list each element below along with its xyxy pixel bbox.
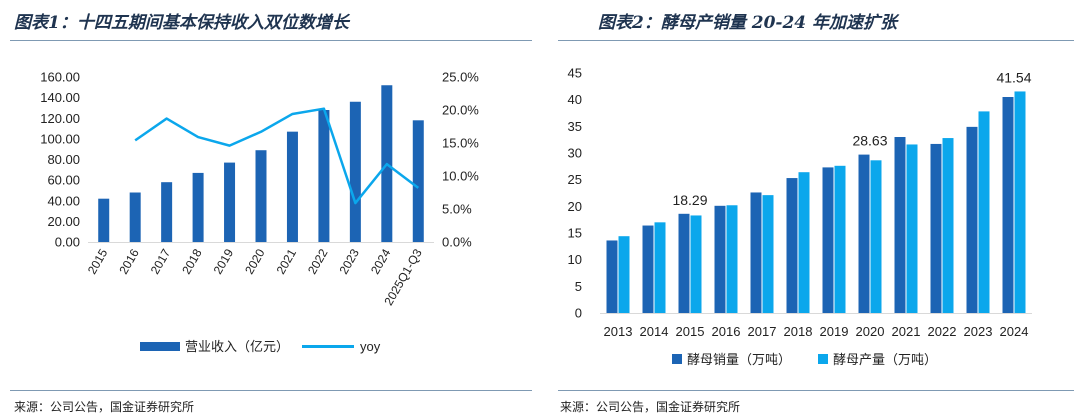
left-source-note: 来源：公司公告，国金证券研究所 [14,400,195,414]
revenue-bar [98,198,110,242]
revenue-bar [286,131,298,242]
right-y-tick-label: 0.0% [442,235,472,250]
left-y-tick-label: 0.00 [55,235,80,250]
data-label: 41.54 [996,69,1031,85]
revenue-bar [224,162,236,242]
production-bar [762,195,774,313]
y-tick-label: 20 [568,199,582,214]
production-bar [1014,91,1026,313]
revenue-bar [129,192,141,242]
data-label: 18.29 [672,192,707,208]
left-chart-title: 图表1：十四五期间基本保持收入双位数增长 [14,13,349,33]
legend-production-swatch [818,354,828,364]
legend-revenue-swatch [140,342,180,351]
y-tick-label: 0 [575,306,582,321]
sales-bar [714,205,726,313]
sales-bar [894,137,906,313]
legend-production-label: 酵母产量（万吨） [833,352,937,367]
right-y-tick-label: 5.0% [442,202,472,217]
legend-sales-label: 酵母销量（万吨） [687,352,791,367]
revenue-bar [255,150,267,242]
production-bar [690,215,702,313]
x-tick-label: 2018 [784,324,813,339]
production-bar [798,172,810,313]
y-tick-label: 40 [568,92,582,107]
left-source-rule [10,390,532,391]
x-tick-label: 2015 [676,324,705,339]
production-bar [978,111,990,314]
sales-bar [786,178,798,313]
data-label: 28.63 [852,133,887,149]
right-y-tick-label: 20.0% [442,103,479,118]
legend-yoy-label: yoy [360,339,381,354]
right-source-note: 来源：公司公告，国金证券研究所 [560,400,741,414]
x-tick-label: 2024 [1000,324,1029,339]
x-tick-label: 2022 [928,324,957,339]
y-tick-label: 35 [568,119,582,134]
left-y-tick-label: 40.00 [47,193,80,208]
left-y-tick-label: 100.00 [40,131,80,146]
left-y-tick-label: 140.00 [40,90,80,105]
left-title-rule [10,40,532,41]
right-y-tick-label: 10.0% [442,169,479,184]
y-tick-label: 45 [568,66,582,81]
right-y-tick-label: 15.0% [442,136,479,151]
left-y-tick-label: 60.00 [47,173,80,188]
sales-bar [750,192,762,313]
x-tick-label: 2023 [964,324,993,339]
revenue-bar [412,120,424,242]
sales-bar [642,225,654,313]
y-tick-label: 30 [568,146,582,161]
yoy-line [134,107,420,205]
x-tick-label: 2017 [748,324,777,339]
right-source-rule [558,390,1074,391]
sales-bar [822,167,834,313]
production-bar [834,165,846,313]
y-tick-label: 25 [568,172,582,187]
sales-bar [930,143,942,313]
left-y-tick-label: 20.00 [47,214,80,229]
right-chart-title: 图表2：酵母产销量 20-24 年加速扩张 [598,13,898,33]
left-y-tick-label: 160.00 [40,70,80,85]
revenue-bar [318,110,330,242]
x-tick-label: 2021 [892,324,921,339]
right-title-rule [558,40,1074,41]
sales-bar [678,213,690,313]
left-y-tick-label: 120.00 [40,111,80,126]
legend-revenue-label: 营业收入（亿元） [185,339,289,354]
left-y-tick-label: 80.00 [47,152,80,167]
y-tick-label: 10 [568,252,582,267]
x-tick-label: 2020 [856,324,885,339]
production-bar [654,222,666,313]
x-tick-label: 2013 [604,324,633,339]
x-tick-label: 2014 [640,324,669,339]
sales-bar [1002,97,1014,313]
production-bar [618,236,630,313]
y-tick-label: 5 [575,279,582,294]
production-bar [726,205,738,313]
revenue-bar [349,101,361,242]
production-bar [942,138,954,313]
legend-sales-swatch [672,354,682,364]
production-bar [906,144,918,313]
x-tick-label: 2016 [712,324,741,339]
y-tick-label: 15 [568,226,582,241]
x-tick-label: 2019 [820,324,849,339]
right-y-tick-label: 25.0% [442,70,479,85]
sales-bar [858,154,870,313]
production-bar [870,160,882,313]
sales-bar [606,240,618,313]
revenue-bar [161,182,173,242]
sales-bar [966,126,978,313]
revenue-bar [192,172,204,242]
